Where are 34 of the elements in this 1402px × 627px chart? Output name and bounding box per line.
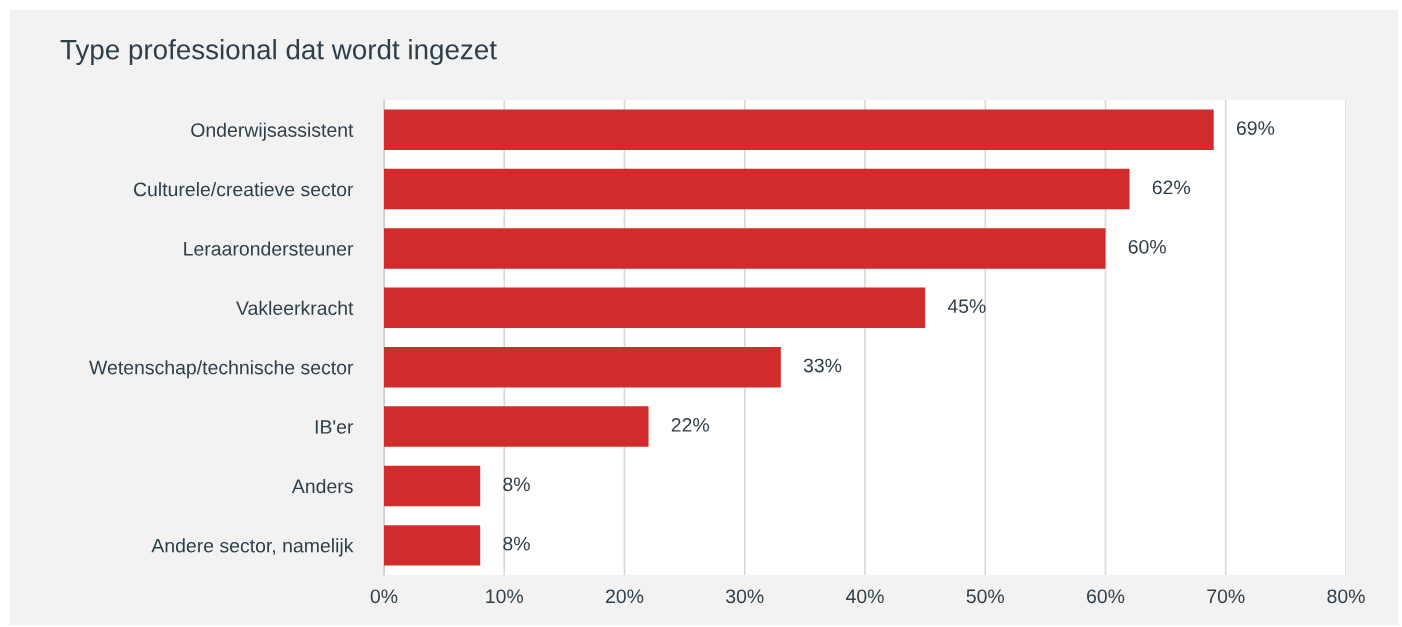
y-tick-label: Leraarondersteuner [184,241,354,256]
x-tick-label: 10% [486,589,524,604]
x-tick-label: 80% [1327,589,1365,604]
y-tick-label: IB'er [315,420,354,434]
y-tick-label: Culturele/creatieve sector [133,182,354,197]
x-tick-label: 50% [966,589,1005,604]
data-label: 62% [1152,180,1190,195]
bar [384,287,926,328]
data-label: 69% [1236,121,1275,135]
bar [384,168,1130,210]
data-label: 8% [503,477,530,492]
y-tick-label: Wetenschap/technische sector [89,360,354,379]
bar [384,406,649,447]
y-tick-label: Andere sector, namelijk [151,538,354,557]
x-tick-label: 60% [1087,589,1125,604]
x-tick-label: 40% [845,589,884,604]
data-label: 22% [671,418,709,432]
x-tick-label: 0% [370,589,398,604]
bar [384,347,781,388]
data-label: 33% [803,358,842,373]
data-label: 45% [947,299,986,314]
bar [384,525,481,566]
data-label: 8% [503,536,530,551]
x-tick-label: 70% [1207,589,1245,604]
x-tick-label: 20% [606,589,644,604]
bar [384,465,481,507]
bar [384,109,1214,150]
data-label: 60% [1128,239,1166,254]
x-tick-label: 30% [726,589,764,604]
bar [384,228,1106,269]
chart-title: Type professional dat wordt ingezet [60,39,497,65]
y-tick-label: Vakleerkracht [236,300,354,316]
y-tick-label: Anders [291,478,353,494]
y-tick-label: Onderwijsassistent [191,122,354,141]
